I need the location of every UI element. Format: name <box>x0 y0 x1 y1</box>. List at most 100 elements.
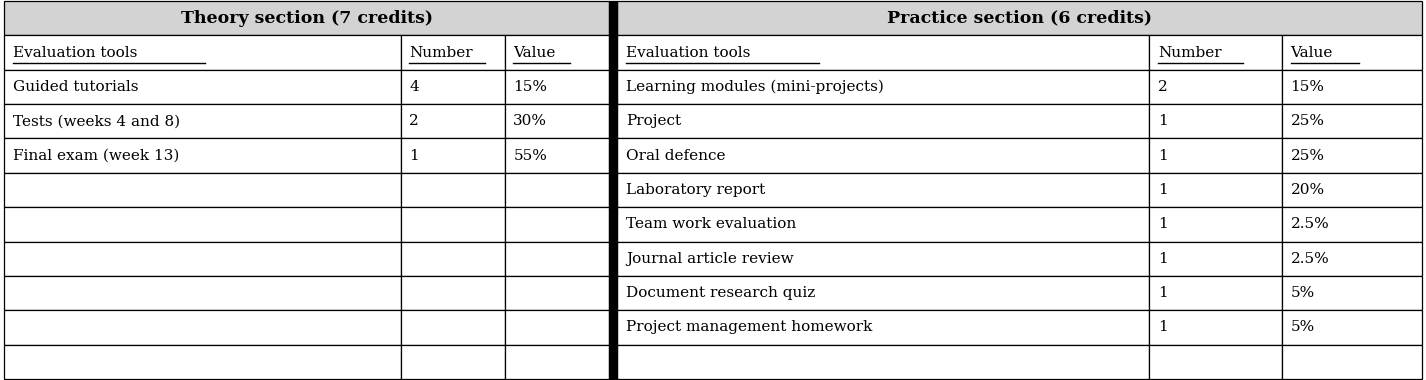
Text: Evaluation tools: Evaluation tools <box>626 46 750 60</box>
Bar <box>1282 207 1422 242</box>
Bar <box>4 35 401 70</box>
Bar <box>617 345 1149 379</box>
Text: Value: Value <box>1291 46 1333 60</box>
Bar <box>617 104 1149 138</box>
Bar <box>617 138 1149 173</box>
Bar <box>609 242 617 276</box>
Bar <box>1149 70 1282 104</box>
Bar <box>1282 345 1422 379</box>
Text: Theory section (7 credits): Theory section (7 credits) <box>181 10 432 27</box>
Bar <box>4 104 401 138</box>
Text: Evaluation tools: Evaluation tools <box>13 46 137 60</box>
Text: Final exam (week 13): Final exam (week 13) <box>13 149 180 163</box>
Bar <box>1149 207 1282 242</box>
Text: Number: Number <box>1158 46 1222 60</box>
Bar <box>4 242 401 276</box>
Bar <box>1282 138 1422 173</box>
Bar <box>1149 138 1282 173</box>
Bar <box>609 138 617 173</box>
Text: 2.5%: 2.5% <box>1291 252 1329 266</box>
Text: 2: 2 <box>409 114 419 128</box>
Text: 2.5%: 2.5% <box>1291 217 1329 231</box>
Bar <box>1282 104 1422 138</box>
Text: Laboratory report: Laboratory report <box>626 183 766 197</box>
Bar <box>505 310 609 345</box>
Bar <box>617 276 1149 310</box>
Bar <box>617 207 1149 242</box>
Bar <box>617 70 1149 104</box>
Bar <box>505 345 609 379</box>
Bar <box>1282 173 1422 207</box>
Bar <box>401 104 505 138</box>
Bar <box>609 35 617 70</box>
Bar <box>617 173 1149 207</box>
Text: 4: 4 <box>409 80 419 94</box>
Text: Team work evaluation: Team work evaluation <box>626 217 796 231</box>
Bar <box>1282 35 1422 70</box>
Text: 25%: 25% <box>1291 114 1325 128</box>
Bar <box>4 310 401 345</box>
Bar <box>609 345 617 379</box>
Bar <box>609 310 617 345</box>
Text: 1: 1 <box>409 149 419 163</box>
Text: 55%: 55% <box>513 149 548 163</box>
Bar <box>505 207 609 242</box>
Bar <box>1282 70 1422 104</box>
Text: 1: 1 <box>1158 149 1168 163</box>
Text: Value: Value <box>513 46 556 60</box>
Bar <box>1149 173 1282 207</box>
Bar <box>401 345 505 379</box>
Bar <box>401 35 505 70</box>
Bar <box>401 138 505 173</box>
Bar <box>1149 242 1282 276</box>
Bar <box>1282 310 1422 345</box>
Text: Learning modules (mini-projects): Learning modules (mini-projects) <box>626 80 884 94</box>
Bar <box>4 70 401 104</box>
Text: 1: 1 <box>1158 252 1168 266</box>
Text: Document research quiz: Document research quiz <box>626 286 816 300</box>
Text: 5%: 5% <box>1291 286 1315 300</box>
Bar <box>4 276 401 310</box>
Text: 25%: 25% <box>1291 149 1325 163</box>
Text: Practice section (6 credits): Practice section (6 credits) <box>887 10 1152 27</box>
Bar <box>401 173 505 207</box>
Text: Guided tutorials: Guided tutorials <box>13 80 138 94</box>
Bar <box>401 70 505 104</box>
Text: Journal article review: Journal article review <box>626 252 794 266</box>
Text: 1: 1 <box>1158 183 1168 197</box>
Bar <box>401 207 505 242</box>
Bar <box>4 1 609 35</box>
Bar <box>1149 104 1282 138</box>
Bar <box>505 138 609 173</box>
Text: 5%: 5% <box>1291 320 1315 334</box>
Bar <box>401 276 505 310</box>
Bar <box>609 173 617 207</box>
Bar <box>617 242 1149 276</box>
Bar <box>505 70 609 104</box>
Bar <box>609 70 617 104</box>
Text: 1: 1 <box>1158 286 1168 300</box>
Text: 15%: 15% <box>1291 80 1325 94</box>
Text: Number: Number <box>409 46 473 60</box>
Bar <box>505 173 609 207</box>
Bar <box>4 207 401 242</box>
Text: 30%: 30% <box>513 114 548 128</box>
Bar <box>4 345 401 379</box>
Bar <box>4 138 401 173</box>
Bar <box>609 1 617 35</box>
Text: Project: Project <box>626 114 682 128</box>
Text: 20%: 20% <box>1291 183 1325 197</box>
Bar <box>505 276 609 310</box>
Bar <box>617 310 1149 345</box>
Bar <box>401 310 505 345</box>
Bar <box>505 242 609 276</box>
Bar <box>617 35 1149 70</box>
Text: Oral defence: Oral defence <box>626 149 726 163</box>
Bar <box>1282 242 1422 276</box>
Bar <box>4 173 401 207</box>
Text: 1: 1 <box>1158 320 1168 334</box>
Text: 2: 2 <box>1158 80 1168 94</box>
Bar <box>1149 276 1282 310</box>
Text: 15%: 15% <box>513 80 548 94</box>
Bar <box>401 242 505 276</box>
